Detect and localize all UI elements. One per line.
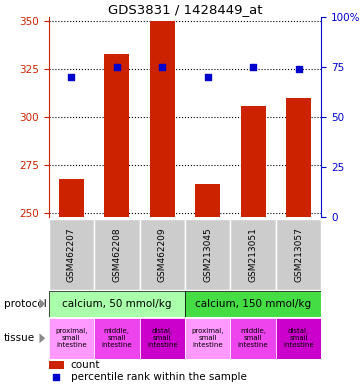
- FancyBboxPatch shape: [230, 318, 276, 359]
- Title: GDS3831 / 1428449_at: GDS3831 / 1428449_at: [108, 3, 262, 16]
- Text: percentile rank within the sample: percentile rank within the sample: [70, 372, 247, 382]
- Point: [205, 74, 210, 80]
- Bar: [49, 361, 64, 369]
- Point: [160, 64, 165, 70]
- FancyBboxPatch shape: [276, 219, 321, 290]
- Text: tissue: tissue: [4, 333, 35, 343]
- FancyBboxPatch shape: [185, 318, 230, 359]
- Point: [296, 66, 301, 72]
- Text: GSM462209: GSM462209: [158, 227, 167, 282]
- Text: calcium, 150 mmol/kg: calcium, 150 mmol/kg: [195, 299, 311, 309]
- FancyBboxPatch shape: [140, 318, 185, 359]
- Point: [69, 74, 74, 80]
- Text: count: count: [70, 360, 100, 370]
- FancyBboxPatch shape: [49, 219, 94, 290]
- Bar: [104, 54, 129, 217]
- FancyBboxPatch shape: [185, 219, 230, 290]
- Bar: [150, 21, 175, 217]
- Text: GSM213057: GSM213057: [294, 227, 303, 282]
- Polygon shape: [39, 299, 45, 309]
- Text: middle,
small
intestine: middle, small intestine: [101, 328, 132, 348]
- Bar: [286, 98, 311, 217]
- Text: GSM213051: GSM213051: [249, 227, 258, 282]
- Bar: [195, 184, 220, 217]
- Bar: [241, 106, 266, 217]
- Text: proximal,
small
intestine: proximal, small intestine: [55, 328, 88, 348]
- Text: proximal,
small
intestine: proximal, small intestine: [191, 328, 224, 348]
- Polygon shape: [39, 333, 45, 343]
- FancyBboxPatch shape: [49, 291, 185, 317]
- Text: GSM462207: GSM462207: [67, 227, 76, 282]
- Point: [114, 64, 120, 70]
- Text: protocol: protocol: [4, 299, 46, 309]
- Point: [250, 64, 256, 70]
- FancyBboxPatch shape: [185, 291, 321, 317]
- Text: GSM213045: GSM213045: [203, 227, 212, 282]
- Text: GSM462208: GSM462208: [112, 227, 121, 282]
- FancyBboxPatch shape: [94, 318, 140, 359]
- FancyBboxPatch shape: [94, 219, 140, 290]
- Bar: [59, 179, 84, 217]
- Text: calcium, 50 mmol/kg: calcium, 50 mmol/kg: [62, 299, 171, 309]
- FancyBboxPatch shape: [140, 219, 185, 290]
- FancyBboxPatch shape: [230, 219, 276, 290]
- FancyBboxPatch shape: [276, 318, 321, 359]
- Point: [53, 374, 59, 380]
- FancyBboxPatch shape: [49, 318, 94, 359]
- Text: distal,
small
intestine: distal, small intestine: [283, 328, 314, 348]
- Text: distal,
small
intestine: distal, small intestine: [147, 328, 178, 348]
- Text: middle,
small
intestine: middle, small intestine: [238, 328, 269, 348]
